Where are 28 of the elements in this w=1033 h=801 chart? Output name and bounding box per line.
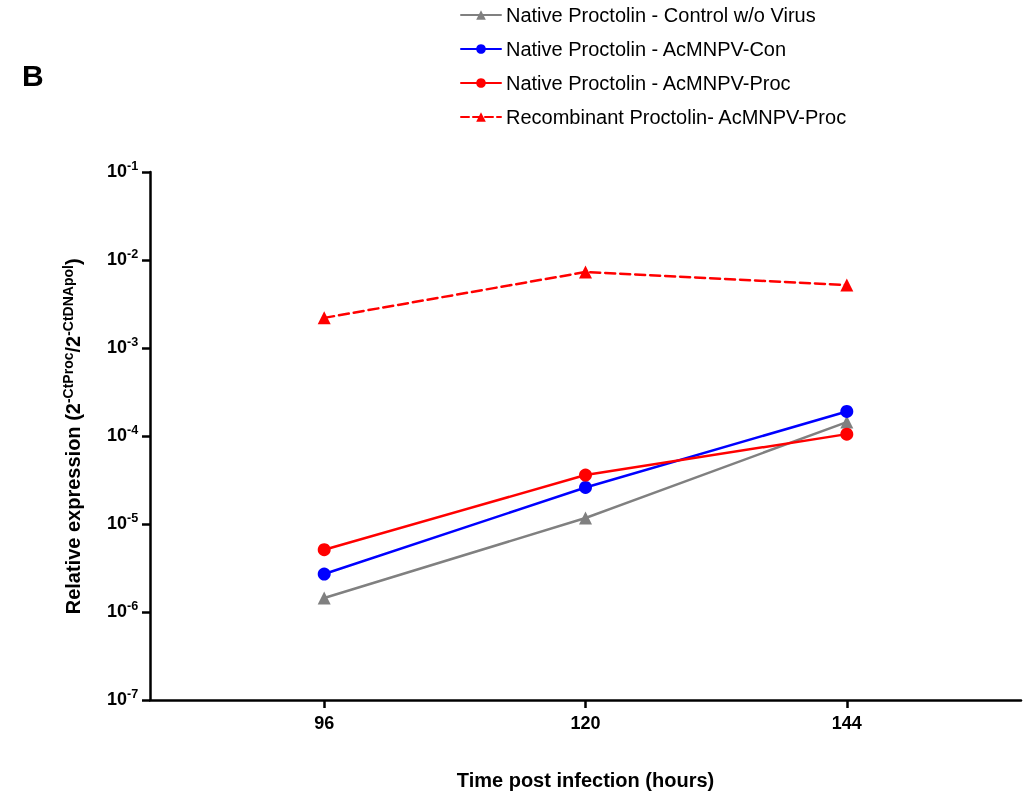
point [840,427,854,441]
point [579,511,592,525]
y-tick-label: 10$^{-3}$ [107,335,139,357]
point [579,468,592,482]
point [840,415,854,429]
point [317,543,331,557]
point [317,311,331,325]
x-tick-label: 144 [831,713,862,733]
x-tick-label: 120 [570,713,601,733]
x-axis-title: Time post infection (hours) [456,769,715,791]
text: B [22,58,44,92]
legend-label: Native Proctolin - AcMNPV-Proc [506,72,791,94]
legend-label: Native Proctolin - AcMNPV-Con [506,38,787,60]
point [579,265,592,279]
legend-label: Native Proctolin - Control w/o Virus [506,4,816,26]
point [840,404,854,418]
point [317,591,331,605]
x-tick-label: 96 [314,713,335,733]
y-tick-label: 10$^{-5}$ [107,511,139,533]
y-tick-label: 10$^{-1}$ [107,159,139,181]
y-tick-label: 10$^{-6}$ [107,599,139,621]
point [840,278,854,292]
point [579,480,592,494]
y-tick-label: 10$^{-4}$ [107,423,139,445]
y-tick-label: 10$^{-2}$ [107,247,139,269]
point [317,567,331,581]
legend-label: Recombinant Proctolin- AcMNPV-Proc [506,106,847,128]
y-tick-label: 10$^{-7}$ [107,687,139,709]
